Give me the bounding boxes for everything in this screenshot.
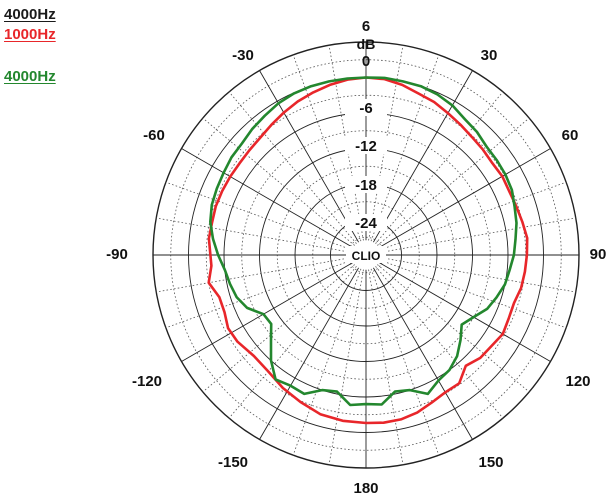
grid-spoke-minor bbox=[156, 257, 352, 293]
grid-spoke-minor bbox=[370, 268, 440, 456]
grid-spoke-minor bbox=[202, 117, 355, 246]
grid-spoke-major bbox=[373, 70, 473, 243]
grid-spoke-major bbox=[181, 148, 354, 248]
legend-item-3: 4000Hz bbox=[4, 68, 56, 85]
grid-spoke-major bbox=[378, 262, 551, 362]
grid-spoke-major bbox=[373, 267, 473, 440]
grid-spoke-minor bbox=[380, 217, 576, 253]
radial-label: -6 bbox=[359, 100, 372, 117]
grid-spoke-minor bbox=[380, 257, 576, 293]
angle-label: 60 bbox=[562, 127, 579, 144]
angle-label: -120 bbox=[132, 373, 162, 390]
grid-spoke-minor bbox=[165, 259, 353, 329]
angle-label: 30 bbox=[481, 47, 498, 64]
grid-spoke-minor bbox=[379, 259, 567, 329]
grid-spoke-minor bbox=[377, 264, 530, 393]
center-label: CLIO bbox=[352, 249, 381, 263]
grid-spoke-minor bbox=[375, 91, 504, 244]
grid-spoke-minor bbox=[292, 268, 362, 456]
grid-spoke-minor bbox=[202, 264, 355, 393]
angle-label: -90 bbox=[106, 246, 128, 263]
grid-spoke-minor bbox=[377, 117, 530, 246]
grid-spoke-minor bbox=[379, 181, 567, 251]
grid-spoke-minor bbox=[156, 217, 352, 253]
angle-label: -60 bbox=[143, 127, 165, 144]
angle-label: 0 bbox=[362, 53, 370, 70]
polar-curves bbox=[207, 76, 529, 425]
grid-spoke-minor bbox=[368, 269, 404, 465]
angle-label: 150 bbox=[478, 454, 503, 471]
grid-spoke-minor bbox=[370, 54, 440, 242]
grid-spoke-major bbox=[259, 267, 359, 440]
legend-item-2: 1000Hz bbox=[4, 26, 56, 43]
radial-label: -18 bbox=[355, 177, 377, 194]
grid-spoke-major bbox=[378, 148, 551, 248]
polar-labels: 0 30 60 90 120 150 180 -150 -120 -90 -60 -30 6 -6 -12 -… bbox=[106, 17, 606, 497]
angle-label: 120 bbox=[565, 373, 590, 390]
grid-spoke-minor bbox=[328, 269, 364, 465]
grid-spoke-minor bbox=[228, 91, 357, 244]
angle-label: 180 bbox=[353, 480, 378, 497]
series-line-4000hz bbox=[209, 76, 518, 407]
grid-spoke-minor bbox=[375, 266, 504, 419]
grid-spoke-minor bbox=[228, 266, 357, 419]
radial-label: 6 bbox=[362, 18, 370, 35]
radial-label: -24 bbox=[355, 215, 377, 232]
grid-spoke-minor bbox=[292, 54, 362, 242]
radial-unit-label: dB bbox=[357, 36, 376, 52]
angle-label: -150 bbox=[218, 454, 248, 471]
grid-spoke-major bbox=[259, 70, 359, 243]
angle-label: 90 bbox=[590, 246, 607, 263]
grid-spoke-major bbox=[181, 262, 354, 362]
radial-label: -12 bbox=[355, 138, 377, 155]
angle-label: -30 bbox=[232, 47, 254, 64]
grid-spoke-minor bbox=[165, 181, 353, 251]
legend-item-1: 4000Hz bbox=[4, 6, 56, 23]
